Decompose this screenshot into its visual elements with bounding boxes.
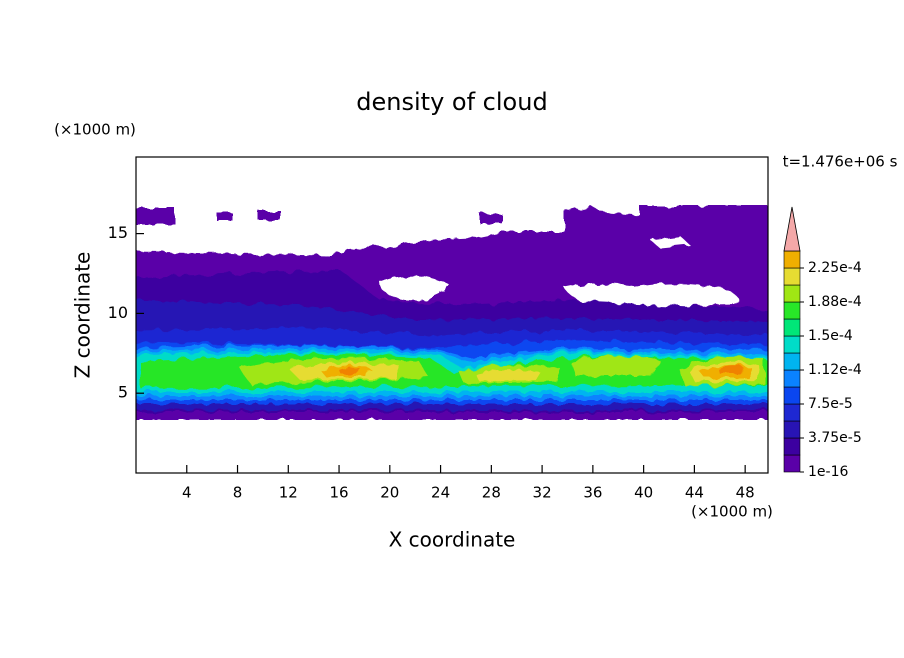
x-tick-label: 8 [233,484,243,502]
colorbar-tick-label: 2.25e-4 [808,260,862,276]
colorbar-tick-label: 1.12e-4 [808,362,862,378]
colorbar-box [783,284,801,303]
colorbar-box [783,420,801,439]
x-tick-label: 24 [431,484,450,502]
colorbar-box [783,301,801,320]
colorbar-box [783,250,801,269]
x-unit: (×1000 m) [691,503,773,521]
plot-frame [135,156,769,474]
colorbar-box [783,335,801,354]
y-tick-label: 15 [108,223,128,242]
colorbar-tick-label: 1.88e-4 [808,294,862,310]
colorbar-box [783,318,801,337]
chart-title: density of cloud [356,88,547,116]
x-axis-label: X coordinate [389,528,516,552]
x-tick-label: 32 [533,484,552,502]
x-tick-label: 44 [685,484,704,502]
x-tick-label: 20 [380,484,399,502]
colorbar-tick-label: 3.75e-5 [808,430,862,446]
colorbar-box [783,437,801,456]
colorbar-box [783,454,801,473]
colorbar-tick-label: 1.5e-4 [808,328,853,344]
y-tick-label: 5 [118,383,128,402]
colorbar-box [783,403,801,422]
x-tick-label: 28 [482,484,501,502]
colorbar-box [783,352,801,371]
annotation: t=1.476e+06 s [783,153,898,171]
x-tick-label: 36 [583,484,602,502]
x-tick-label: 40 [634,484,653,502]
y-axis-label: Z coordinate [71,252,95,379]
x-tick-label: 12 [279,484,298,502]
colorbar-tick-label: 1e-16 [808,464,848,480]
colorbar-extend [783,206,801,252]
colorbar-box [783,386,801,405]
x-tick-label: 48 [736,484,755,502]
colorbar-box [783,267,801,286]
colorbar-box [783,369,801,388]
x-tick-label: 16 [330,484,349,502]
contour-field [136,205,768,420]
y-tick-label: 10 [108,303,128,322]
colorbar-tick-label: 7.5e-5 [808,396,853,412]
x-tick-label: 4 [182,484,192,502]
y-unit: (×1000 m) [54,121,136,139]
